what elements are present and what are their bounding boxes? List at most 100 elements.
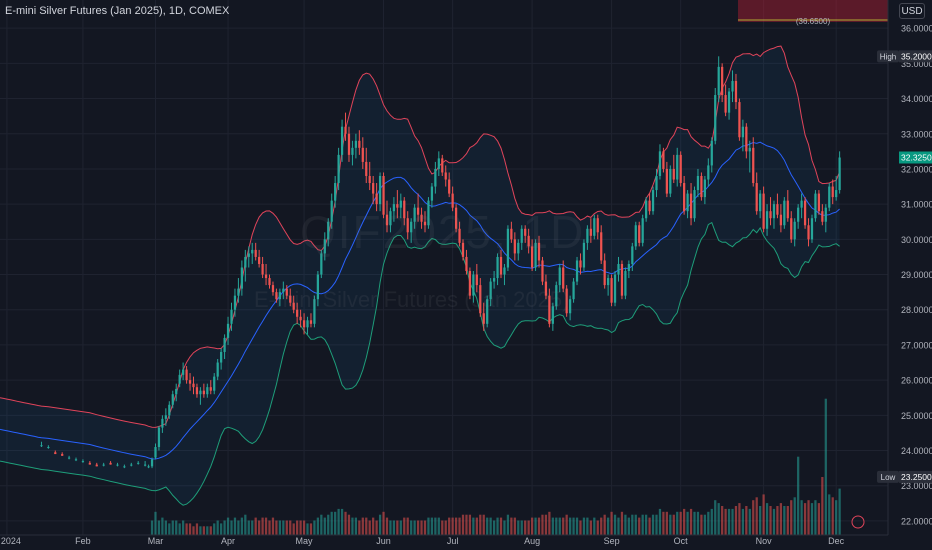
candle-body <box>472 274 475 296</box>
candle-body <box>631 246 634 264</box>
candle <box>358 130 361 155</box>
volume-bar <box>461 514 465 535</box>
candle-body <box>282 288 285 293</box>
volume-bar <box>375 520 378 535</box>
candle <box>423 211 427 233</box>
volume-bar <box>334 511 337 535</box>
candle-body <box>403 200 406 219</box>
candle <box>759 190 762 219</box>
volume-bar <box>278 520 281 535</box>
candle <box>707 158 710 187</box>
candle <box>786 190 789 222</box>
candle-body <box>392 204 396 212</box>
candle <box>306 316 309 335</box>
volume-bar <box>672 514 675 535</box>
candle-body <box>302 320 306 328</box>
last-price-label-value-box <box>899 151 932 164</box>
candle <box>645 197 648 222</box>
candle <box>655 168 658 198</box>
candle <box>47 445 50 449</box>
candle-body <box>233 295 237 310</box>
time-tick-label: Dec <box>828 536 845 546</box>
volume-bar <box>651 514 655 535</box>
candle <box>220 348 223 370</box>
candle <box>568 295 572 321</box>
candle-body <box>838 157 841 191</box>
volume-bar <box>430 517 434 535</box>
volume-bar <box>783 506 786 535</box>
candle <box>821 204 824 226</box>
volume-bar <box>610 511 613 535</box>
candle <box>669 165 672 198</box>
volume-bar <box>527 520 530 535</box>
volume-bar <box>506 514 510 535</box>
candle <box>499 249 503 279</box>
candle <box>147 464 150 469</box>
time-tick-label: Apr <box>221 536 235 546</box>
candle-body <box>313 299 316 324</box>
candle <box>102 462 105 467</box>
volume-bar <box>803 503 807 535</box>
candle-body <box>693 190 696 219</box>
volume-bar <box>641 514 644 535</box>
time-axis[interactable]: 2024 Feb Mar Apr May Jun Jul Aug Sep Oct Nov Dec <box>0 534 888 546</box>
candle-body <box>258 256 261 264</box>
candle-body <box>116 464 119 466</box>
currency-button[interactable]: USD <box>899 3 925 19</box>
low-label-name-box <box>877 470 899 483</box>
candle-body <box>696 175 700 191</box>
candle <box>368 161 371 191</box>
volume-bar <box>572 517 575 535</box>
high-label-value: 35.2000 <box>901 51 932 61</box>
price-tick-label: 26.0000 <box>901 376 932 386</box>
volume-bar <box>385 517 389 535</box>
candle-body <box>427 200 430 226</box>
volume-bar <box>330 511 333 535</box>
candle-body <box>503 267 506 275</box>
candle-body <box>444 172 447 180</box>
candle-body <box>800 200 803 208</box>
candle <box>586 225 589 250</box>
candle-body <box>496 256 499 279</box>
candle <box>717 56 720 103</box>
volume-bar <box>645 514 648 535</box>
candle-body <box>254 249 257 257</box>
candle <box>648 193 651 215</box>
candle <box>230 302 233 331</box>
candle <box>686 190 689 219</box>
candle-body <box>67 457 71 459</box>
candle-body <box>769 211 772 219</box>
candle-body <box>714 95 717 141</box>
candle <box>448 172 451 198</box>
volume-bar <box>233 517 237 535</box>
candle-body <box>513 239 516 254</box>
candle-body <box>296 309 299 317</box>
volume-bar <box>164 520 167 535</box>
candle <box>772 200 776 229</box>
candle-body <box>154 447 157 458</box>
price-axis[interactable]: 22.0000 23.0000 24.0000 25.0000 26.0000 27.00… <box>887 0 932 535</box>
candle-body <box>178 374 181 384</box>
candle <box>472 271 475 303</box>
candle-body <box>285 288 288 296</box>
alert-zone[interactable]: (36.6500) <box>738 0 888 26</box>
candle <box>496 253 499 286</box>
candle-body <box>655 175 658 191</box>
candle <box>195 383 199 398</box>
candle-body <box>389 211 392 226</box>
chart-title: E-mini Silver Futures (Jan 2025), 1D, CO… <box>5 5 230 17</box>
volume-bar <box>797 456 800 535</box>
candle <box>410 218 413 243</box>
candle <box>437 151 440 176</box>
volume-bar <box>769 506 772 535</box>
candle-body <box>803 200 807 226</box>
candle <box>320 249 323 279</box>
volume-bar <box>313 520 316 535</box>
volume-bar <box>337 508 340 535</box>
volume-bar <box>731 508 734 535</box>
candle-body <box>206 387 209 395</box>
candle <box>835 175 838 201</box>
volume-bar <box>810 503 814 535</box>
candle-body <box>209 387 212 391</box>
